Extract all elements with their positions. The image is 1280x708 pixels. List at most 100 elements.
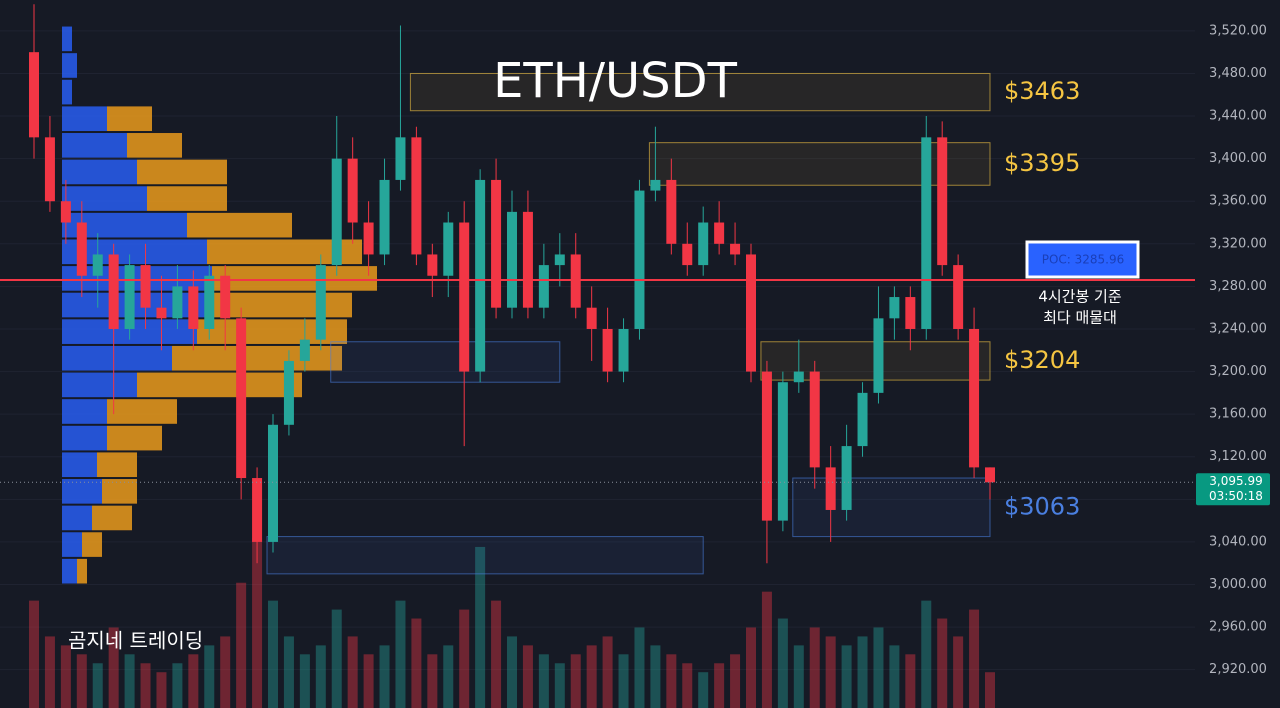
candle-body [825, 467, 836, 510]
volume-bar [809, 627, 820, 708]
volume-bar [825, 636, 836, 708]
candle-body [411, 137, 422, 255]
countdown: 03:50:18 [1209, 489, 1263, 503]
y-tick-label: 3,400.00 [1209, 151, 1267, 166]
candle-body [108, 254, 119, 329]
candle-body [156, 307, 167, 319]
candle-body [124, 265, 135, 329]
zone-label: $3463 [1004, 77, 1080, 105]
profile-sell [127, 133, 182, 158]
candle-body [379, 179, 390, 255]
candle-body [283, 360, 294, 425]
volume-bar [714, 663, 725, 708]
y-tick-label: 3,360.00 [1209, 194, 1267, 209]
zone-label: $3204 [1004, 346, 1080, 374]
candle-body [491, 179, 502, 308]
candle-body [570, 254, 581, 308]
volume-bar [618, 654, 629, 708]
volume-bar [379, 645, 390, 708]
volume-bar [60, 645, 71, 708]
poc-box [1025, 240, 1140, 279]
poc-label: POC: 3285.96 [1042, 253, 1125, 267]
volume-bar [666, 654, 677, 708]
candle-body [443, 222, 454, 276]
profile-buy [62, 106, 107, 132]
volume-bar [204, 645, 215, 708]
profile-buy [62, 345, 172, 371]
y-tick-label: 3,280.00 [1209, 279, 1267, 294]
candle-body [698, 222, 709, 266]
volume-bar [905, 654, 916, 708]
candle-body [761, 371, 772, 521]
candle-body [395, 137, 406, 180]
volume-bar [268, 600, 278, 708]
candle-body [714, 222, 725, 244]
volume-bar [953, 636, 964, 708]
volume-bar [570, 654, 581, 708]
candle-body [889, 297, 900, 319]
volume-bar [172, 663, 183, 708]
candle-body [252, 478, 263, 542]
volume-bar [841, 645, 852, 708]
volume-bar [459, 609, 470, 708]
y-tick-label: 3,040.00 [1209, 534, 1267, 549]
volume-bar [124, 654, 135, 708]
profile-buy [62, 425, 107, 451]
candle-body [873, 318, 884, 393]
candle-body [937, 137, 948, 266]
profile-buy [62, 79, 72, 105]
candle-body [650, 179, 661, 191]
zone-label: $3063 [1004, 492, 1080, 520]
candle-body [953, 265, 964, 329]
volume-bar [746, 627, 756, 708]
candle-body [427, 254, 438, 276]
profile-sell [212, 266, 377, 291]
volume-bar [331, 609, 342, 708]
candle-body [793, 371, 804, 383]
y-tick-label: 3,480.00 [1209, 66, 1267, 81]
zone [266, 536, 704, 575]
candle-body [730, 243, 741, 255]
profile-buy [62, 505, 92, 531]
profile-buy [62, 266, 212, 291]
profile-buy [62, 558, 77, 584]
zone [792, 477, 991, 538]
volume-bar [76, 654, 87, 708]
candle-body [634, 190, 645, 329]
candle-body [172, 286, 183, 319]
profile-sell [137, 159, 227, 185]
volume-bar [220, 636, 231, 708]
volume-bar [921, 600, 932, 708]
candle-body [44, 137, 55, 202]
candle-body [188, 286, 199, 329]
profile-sell [92, 505, 132, 531]
profile-sell [207, 292, 352, 318]
y-tick-label: 3,160.00 [1209, 407, 1267, 422]
volume-bar [29, 600, 39, 708]
profile-sell [82, 532, 102, 557]
volume-bar [156, 672, 167, 708]
y-tick-label: 3,440.00 [1209, 109, 1267, 124]
candle-body [299, 339, 310, 361]
volume-bar [427, 654, 438, 708]
volume-bar [761, 591, 772, 708]
candle-body [809, 371, 820, 468]
candle-body [538, 265, 549, 308]
volume-bar [522, 645, 533, 708]
candle-body [602, 328, 613, 372]
volume-bar [777, 618, 788, 708]
profile-buy [62, 133, 127, 158]
volume-bar [857, 636, 868, 708]
volume-bar [650, 645, 661, 708]
candle-body [586, 307, 597, 329]
volume-bar [236, 582, 247, 708]
volume-bar [108, 627, 119, 708]
watermark: 곰지네 트레이딩 [68, 629, 203, 653]
volume-bar [92, 663, 103, 708]
candle-body [969, 328, 980, 468]
volume-bar [698, 672, 709, 708]
volume-bar [507, 636, 517, 708]
candle-body [857, 392, 868, 447]
